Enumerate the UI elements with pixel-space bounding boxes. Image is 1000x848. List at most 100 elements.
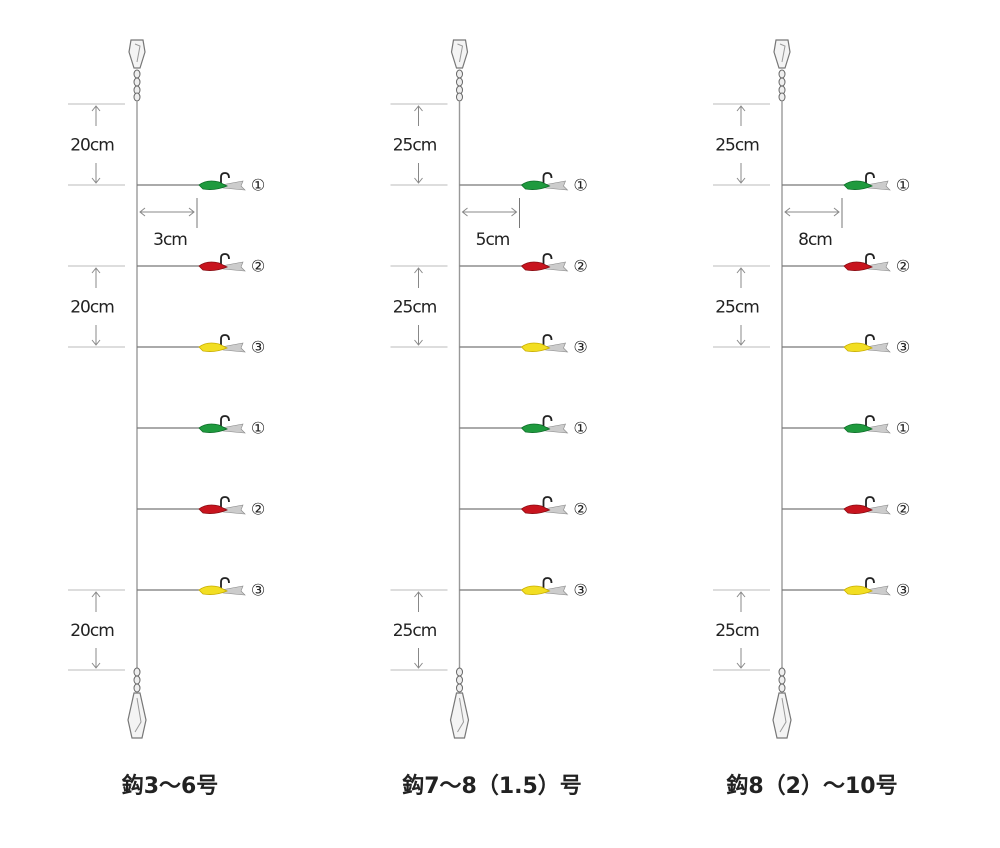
hook-number: ① — [896, 176, 910, 195]
swivel-ring — [456, 92, 463, 102]
spacing-label: 25cm — [393, 621, 437, 641]
swivel-ring — [456, 683, 463, 693]
hook — [542, 496, 553, 509]
spacing-label: 20cm — [70, 298, 114, 318]
branch-label: 5cm — [476, 230, 510, 250]
spacing-label: 25cm — [715, 136, 759, 156]
lure-body — [198, 504, 228, 514]
hook — [865, 577, 875, 590]
hook-number: ② — [896, 500, 910, 519]
hook — [220, 496, 230, 509]
spacing-label: 25cm — [715, 621, 759, 641]
snap-inner — [134, 43, 141, 63]
lure-body — [843, 261, 873, 271]
snap-inner — [457, 697, 465, 733]
lure-body — [520, 585, 551, 595]
hook — [220, 577, 230, 590]
lure-body — [843, 342, 873, 352]
arrow-head — [414, 105, 423, 184]
hook — [542, 253, 553, 266]
hook-number: ① — [573, 419, 587, 438]
swivel-ring — [133, 683, 141, 693]
lure-body — [520, 342, 551, 352]
lure-body — [843, 180, 873, 190]
rig: ① ② ③ ① ② ③ 20cm 20cm 20cm 3cm 鈎3〜6号 — [68, 39, 265, 799]
swivel-ring — [456, 667, 463, 677]
caption: 鈎8（2）〜10号 — [726, 773, 897, 799]
hook — [220, 334, 230, 347]
caption: 鈎7〜8（1.5）号 — [402, 773, 582, 799]
swivel-ring — [778, 683, 786, 693]
caption: 鈎3〜6号 — [122, 773, 219, 799]
spacing-label: 25cm — [393, 136, 437, 156]
hook — [542, 334, 553, 347]
spacing-label: 25cm — [393, 298, 437, 318]
hook-number: ③ — [251, 338, 265, 357]
hook — [220, 172, 230, 185]
hook-number: ② — [573, 257, 587, 276]
hook — [865, 172, 875, 185]
lure-body — [520, 261, 551, 271]
swivel-ring — [456, 69, 463, 79]
swivel-ring — [133, 77, 141, 87]
hook-number: ① — [251, 419, 265, 438]
hook — [542, 415, 553, 428]
hook-number: ② — [896, 257, 910, 276]
hook-number: ③ — [573, 338, 587, 357]
arrow-head — [414, 267, 423, 346]
swivel-ring — [133, 675, 141, 685]
snap-inner — [457, 43, 464, 63]
lure-body — [198, 585, 228, 595]
hook-number: ③ — [896, 338, 910, 357]
swivel-ring — [778, 77, 786, 87]
arrow-head — [736, 267, 746, 346]
swivel-ring — [456, 675, 463, 685]
hook-number: ① — [896, 419, 910, 438]
arrow-head — [736, 591, 746, 669]
branch-label: 3cm — [153, 230, 187, 250]
rig: ① ② ③ ① ② ③ 25cm 25cm 25cm 5cm 鈎7〜8（1.5）号 — [390, 39, 588, 799]
swivel-ring — [133, 69, 141, 79]
spacing-label: 20cm — [70, 621, 114, 641]
snap — [773, 39, 791, 69]
arrow-head — [91, 105, 101, 184]
hook-number: ② — [573, 500, 587, 519]
snap — [450, 39, 469, 69]
swivel-ring — [133, 92, 141, 102]
hook — [220, 253, 230, 266]
lure-body — [198, 423, 228, 433]
lure-body — [198, 342, 228, 352]
hook-number: ③ — [896, 581, 910, 600]
hook-number: ③ — [251, 581, 265, 600]
swivel-ring — [778, 92, 786, 102]
swivel-ring — [778, 675, 786, 685]
arrow-head — [139, 207, 195, 217]
hook — [542, 172, 553, 185]
branch-label: 8cm — [798, 230, 832, 250]
swivel-ring — [778, 667, 786, 677]
arrow-head — [736, 105, 746, 184]
snap-inner — [779, 43, 786, 63]
snap — [772, 692, 792, 739]
arrow-head — [784, 207, 840, 217]
swivel-ring — [456, 77, 463, 87]
hook — [220, 415, 230, 428]
hook-number: ① — [573, 176, 587, 195]
lure-body — [520, 504, 551, 514]
hook — [865, 496, 875, 509]
lure-body — [198, 180, 228, 190]
arrow-head — [91, 591, 101, 669]
lure-body — [843, 423, 873, 433]
rig: ① ② ③ ① ② ③ 25cm 25cm 25cm 8cm 鈎8（2）〜10号 — [713, 39, 910, 799]
hook — [865, 415, 875, 428]
hook-number: ② — [251, 500, 265, 519]
lure-body — [843, 585, 873, 595]
hook — [865, 253, 875, 266]
swivel-ring — [133, 667, 141, 677]
lure-body — [520, 423, 551, 433]
snap — [128, 39, 146, 69]
spacing-label: 25cm — [715, 298, 759, 318]
snap-inner — [134, 697, 142, 733]
snap-inner — [779, 697, 787, 733]
